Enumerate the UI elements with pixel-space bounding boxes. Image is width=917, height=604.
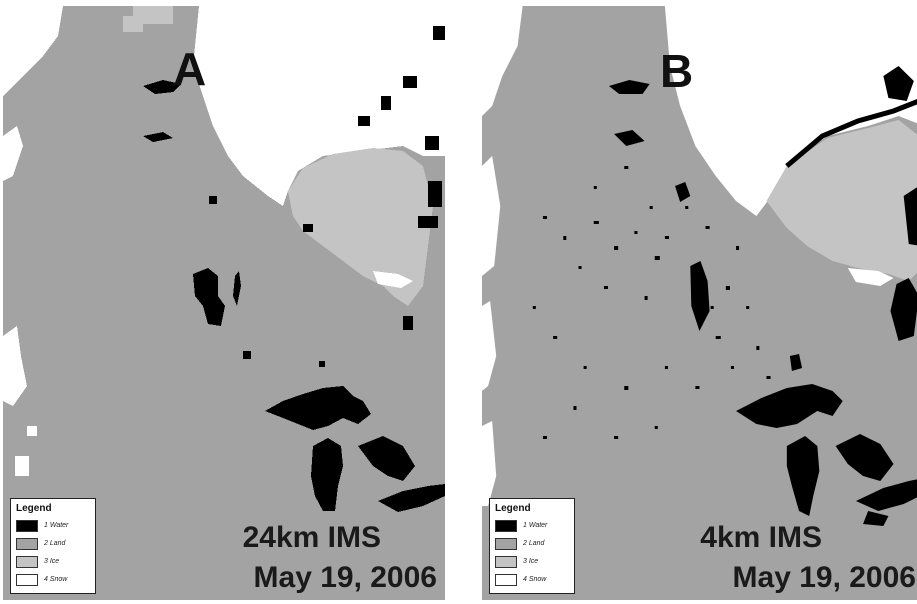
- water-body: [358, 116, 370, 126]
- legend-title: Legend: [16, 503, 52, 514]
- legend-label: 2 Land: [44, 540, 66, 547]
- water-body: [193, 268, 225, 326]
- legend-swatch: [16, 573, 38, 586]
- legend-swatch: [16, 519, 38, 532]
- water-body: [785, 99, 917, 168]
- water-body: [690, 261, 710, 331]
- legend-swatch: [495, 573, 517, 586]
- water-body: [835, 434, 894, 481]
- snow-region: [482, 421, 497, 506]
- map-panel-24km: A 24km IMS May 19, 2006 Legend 1 Water 2…: [3, 6, 445, 600]
- legend-item: 3 Ice: [16, 554, 90, 569]
- water-body: [403, 76, 417, 88]
- snow-region: [27, 426, 37, 436]
- water-body: [319, 361, 325, 367]
- legend-box: Legend 1 Water 2 Land 3 Ice 4 Snow: [10, 498, 96, 594]
- legend-label: 1 Water: [44, 522, 69, 529]
- date-caption: May 19, 2006: [732, 561, 916, 594]
- legend-item: 2 Land: [495, 536, 569, 551]
- water-body: [233, 271, 241, 306]
- legend-box: Legend 1 Water 2 Land 3 Ice 4 Snow: [489, 498, 575, 594]
- water-body: [143, 132, 173, 142]
- snow-region: [847, 268, 894, 286]
- water-body: [243, 351, 251, 359]
- water-body: [143, 80, 181, 94]
- panel-label: B: [660, 45, 693, 97]
- legend-swatch: [495, 519, 517, 532]
- water-body: [789, 354, 803, 371]
- water-body: [614, 130, 645, 146]
- water-body: [786, 436, 820, 516]
- water-body: [311, 438, 343, 511]
- panel-label: A: [173, 43, 206, 95]
- legend-label: 4 Snow: [523, 576, 547, 583]
- water-body: [863, 511, 889, 526]
- water-body: [903, 187, 917, 246]
- water-body: [433, 26, 445, 40]
- water-body: [358, 436, 415, 481]
- legend-swatch: [495, 555, 517, 568]
- water-body: [609, 80, 650, 94]
- snow-region: [664, 6, 917, 216]
- date-caption: May 19, 2006: [253, 561, 437, 594]
- water-body: [403, 316, 413, 330]
- water-body: [303, 224, 313, 232]
- legend-label: 4 Snow: [44, 576, 68, 583]
- water-body: [381, 96, 391, 110]
- water-body: [418, 216, 438, 228]
- snow-region: [373, 271, 413, 288]
- legend-swatch: [16, 537, 38, 550]
- legend-item: 3 Ice: [495, 554, 569, 569]
- legend-title: Legend: [495, 503, 531, 514]
- snow-region: [3, 326, 27, 406]
- snow-region: [15, 456, 29, 476]
- water-body: [855, 479, 917, 511]
- snow-region: [482, 301, 497, 391]
- snow-region: [3, 6, 63, 96]
- water-body: [736, 384, 843, 428]
- water-body: [428, 181, 442, 207]
- water-body: [265, 386, 371, 430]
- ice-region: [766, 120, 917, 281]
- legend-item: 2 Land: [16, 536, 90, 551]
- legend-label: 1 Water: [523, 522, 548, 529]
- water-body: [532, 166, 771, 439]
- legend-item: 4 Snow: [495, 572, 569, 587]
- water-body: [425, 136, 439, 150]
- ice-region: [288, 148, 433, 306]
- resolution-caption: 24km IMS: [242, 521, 381, 554]
- snow-region: [193, 6, 445, 206]
- water-body: [378, 484, 445, 512]
- legend-item: 4 Snow: [16, 572, 90, 587]
- water-body: [890, 278, 917, 341]
- snow-region: [482, 156, 501, 276]
- snow-region: [3, 126, 23, 181]
- legend-item: 1 Water: [495, 518, 569, 533]
- legend-label: 3 Ice: [523, 558, 539, 565]
- water-body: [209, 196, 217, 204]
- legend-label: 2 Land: [523, 540, 545, 547]
- legend-label: 3 Ice: [44, 558, 60, 565]
- water-body: [883, 66, 914, 101]
- legend-item: 1 Water: [16, 518, 90, 533]
- resolution-caption: 4km IMS: [700, 521, 822, 554]
- ice-region: [123, 16, 143, 32]
- water-body: [675, 182, 691, 202]
- map-panel-4km: B 4km IMS May 19, 2006 Legend 1 Water 2 …: [482, 6, 917, 600]
- snow-region: [482, 6, 523, 116]
- legend-swatch: [495, 537, 517, 550]
- legend-swatch: [16, 555, 38, 568]
